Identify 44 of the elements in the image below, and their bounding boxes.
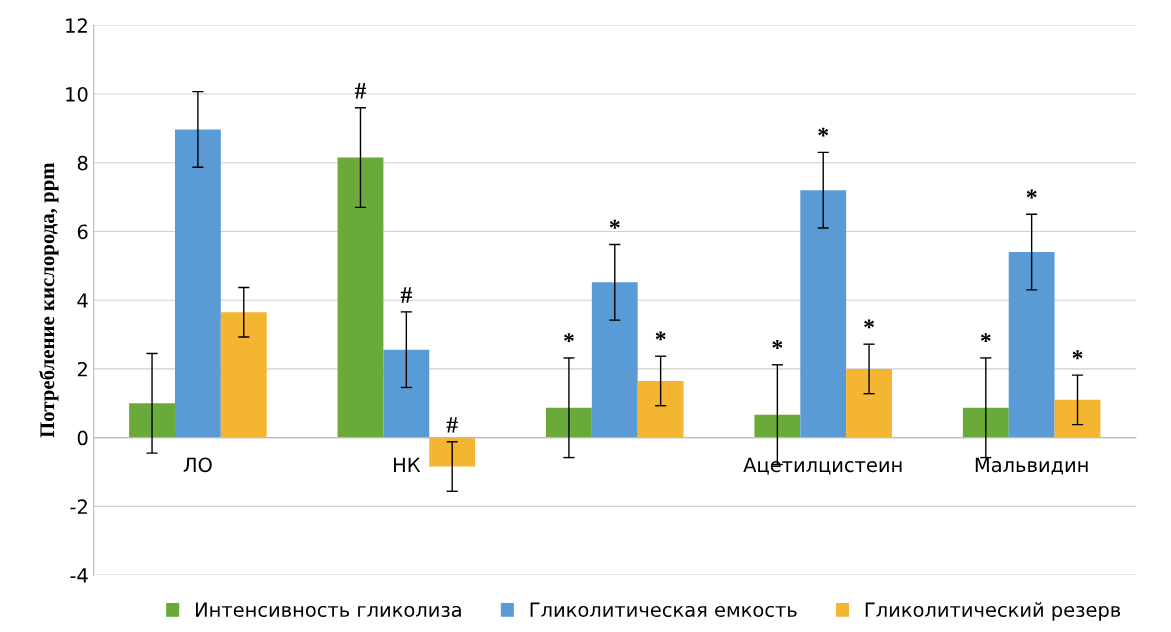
data-label: *	[655, 331, 666, 341]
y-tick-label: 8	[77, 155, 88, 171]
data-label: #	[446, 417, 458, 433]
bar	[429, 437, 476, 467]
y-tick-label: 10	[66, 86, 88, 102]
x-tick-label: НК	[394, 457, 421, 472]
bar	[220, 312, 267, 438]
data-label: *	[564, 333, 574, 343]
bar	[1008, 252, 1055, 438]
y-tick-label: 0	[77, 430, 88, 446]
bar	[383, 349, 430, 438]
data-label: *	[818, 127, 829, 137]
bar	[174, 129, 221, 438]
x-tick-label: Ацетилцистеин	[743, 457, 902, 475]
y-tick-label: 2	[77, 361, 87, 377]
bar	[962, 407, 1009, 438]
bar	[545, 407, 592, 438]
data-label: *	[864, 319, 874, 329]
legend-label: Гликолитическая емкость	[530, 602, 797, 618]
y-axis-title: Потребление кислорода, ppm	[39, 162, 59, 438]
data-label: *	[609, 219, 620, 229]
legend-label: Гликолитический резерв	[865, 602, 1121, 621]
data-label: #	[400, 287, 412, 303]
legend-label: Интенсивность гликолиза	[195, 602, 461, 618]
bar	[754, 414, 801, 438]
y-tick-label: 6	[77, 224, 88, 240]
bar	[637, 380, 684, 438]
data-label: *	[1072, 350, 1083, 360]
y-tick-label: -4	[70, 568, 88, 583]
data-label: *	[1026, 189, 1037, 199]
bar	[337, 157, 384, 438]
x-tick-label: ЛО	[183, 457, 212, 473]
x-tick-label: Мальвидин	[975, 457, 1088, 475]
y-tick-label: -2	[70, 499, 87, 514]
y-tick-label: 4	[77, 293, 88, 308]
data-label: *	[980, 333, 991, 343]
bar	[1054, 399, 1101, 438]
bar	[129, 403, 175, 438]
y-tick-label: 12	[66, 18, 87, 33]
bar	[800, 190, 847, 438]
data-label: *	[772, 340, 783, 349]
bar	[591, 282, 638, 438]
data-label: #	[354, 83, 367, 99]
bar	[846, 368, 892, 438]
